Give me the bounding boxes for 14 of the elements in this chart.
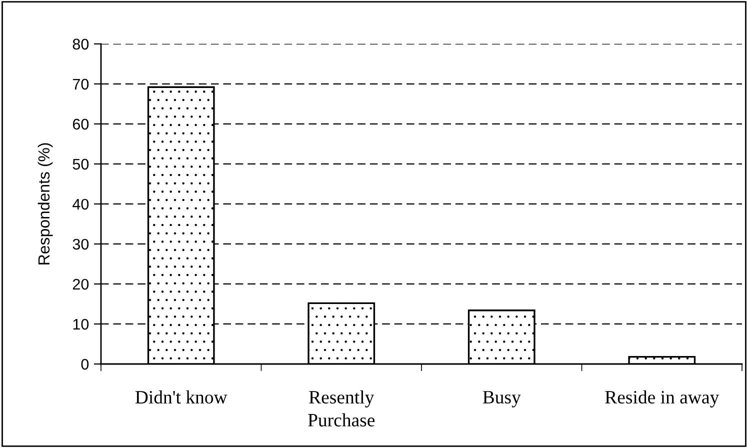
y-tick-label: 30 <box>72 238 89 250</box>
y-tick-label: 20 <box>72 278 89 290</box>
y-tick-label: 10 <box>73 318 89 330</box>
x-tick-label: Busy <box>482 391 521 408</box>
y-tick-label: 60 <box>72 118 89 130</box>
y-tick-label: 50 <box>72 158 89 170</box>
x-tick-label: Reside in away <box>605 390 720 408</box>
y-tick-label: 80 <box>72 38 89 50</box>
x-tick-label: Resently Purchase <box>308 390 375 426</box>
y-axis-title: Respondents (%) <box>38 143 53 264</box>
y-tick-label: 70 <box>72 78 89 90</box>
y-tick-label: 40 <box>72 198 89 210</box>
y-tick-label: 0 <box>81 358 89 370</box>
x-tick-label: Didn't know <box>135 390 228 404</box>
